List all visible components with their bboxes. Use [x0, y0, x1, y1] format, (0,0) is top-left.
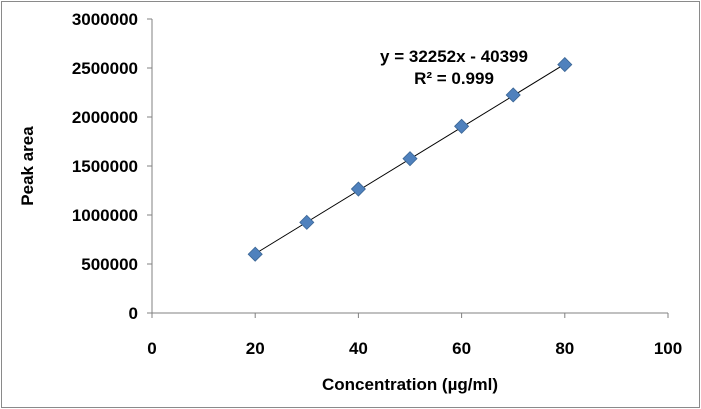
y-tick-label: 2000000: [72, 108, 138, 127]
data-point: [454, 118, 470, 134]
x-tick-label: 40: [349, 339, 368, 358]
data-point: [247, 246, 263, 262]
trendline-equation: y = 32252x - 40399: [380, 47, 528, 66]
data-point: [505, 87, 521, 103]
r-squared-label: R² = 0.999: [414, 69, 494, 88]
data-point: [402, 151, 418, 167]
plot-area: 0 20 40 60 80 100 0 500000 1000000 1500000 200000…: [72, 10, 682, 358]
y-tick-label: 1500000: [72, 157, 138, 176]
y-axis-title: Peak area: [18, 126, 37, 206]
x-tick-label: 80: [555, 339, 574, 358]
data-points: [247, 57, 573, 262]
x-axis-ticks: 0 20 40 60 80 100: [147, 313, 682, 358]
data-point: [350, 181, 366, 197]
data-point: [299, 214, 315, 230]
y-tick-label: 0: [129, 304, 138, 323]
y-tick-label: 2500000: [72, 59, 138, 78]
x-axis-title: Concentration (µg/ml): [322, 375, 498, 394]
x-tick-label: 60: [452, 339, 471, 358]
y-tick-label: 3000000: [72, 10, 138, 29]
y-tick-label: 500000: [81, 255, 138, 274]
y-tick-label: 1000000: [72, 206, 138, 225]
x-tick-label: 0: [147, 339, 156, 358]
x-tick-label: 100: [654, 339, 682, 358]
y-axis-ticks: 0 500000 1000000 1500000 2000000 2500000 30000…: [72, 10, 152, 323]
data-point: [557, 57, 573, 73]
x-tick-label: 20: [246, 339, 265, 358]
